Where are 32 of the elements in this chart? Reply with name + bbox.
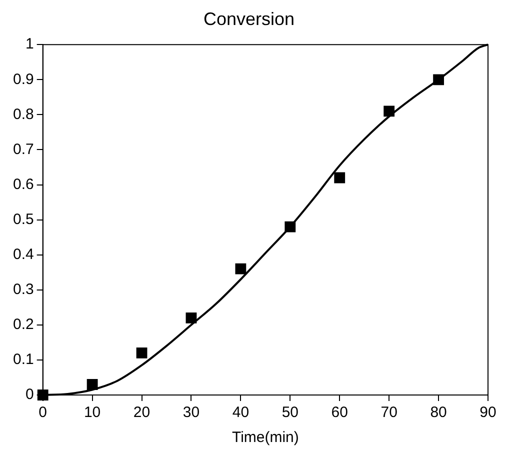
y-tick-label: 0.2 bbox=[12, 316, 34, 334]
y-tick-label: 0.5 bbox=[12, 210, 34, 228]
point bbox=[86, 379, 98, 390]
point bbox=[186, 312, 197, 324]
chart-title: Conversion bbox=[203, 8, 295, 29]
x-tick-label: 80 bbox=[430, 404, 447, 422]
y-tick-label: 0.3 bbox=[12, 281, 34, 298]
x-tick-label: 90 bbox=[480, 404, 496, 422]
x-tick-label: 50 bbox=[282, 404, 298, 422]
y-tick-label: 0.7 bbox=[12, 140, 34, 158]
point bbox=[235, 263, 246, 274]
x-tick-label: 40 bbox=[232, 404, 250, 422]
x-tick-label: 10 bbox=[84, 404, 101, 422]
point bbox=[384, 106, 395, 117]
x-axis-title: Time(min) bbox=[232, 429, 299, 446]
point bbox=[334, 172, 346, 184]
y-tick-label: 0.1 bbox=[12, 351, 34, 368]
x-tick-label: 60 bbox=[331, 404, 348, 422]
x-tick-label: 70 bbox=[380, 404, 398, 422]
point bbox=[284, 221, 296, 232]
y-tick-label: 0.9 bbox=[12, 70, 34, 88]
point bbox=[136, 348, 148, 358]
x-tick-label: 30 bbox=[182, 404, 200, 422]
y-tick-label: 0 bbox=[26, 386, 34, 404]
y-tick-label: 1 bbox=[26, 36, 34, 53]
point bbox=[433, 74, 444, 86]
y-tick-label: 0.4 bbox=[12, 246, 34, 263]
point bbox=[37, 390, 48, 400]
x-tick-label: 20 bbox=[133, 404, 150, 422]
x-tick-label: 0 bbox=[38, 404, 48, 422]
y-tick-label: 0.8 bbox=[12, 106, 34, 123]
y-tick-label: 0.6 bbox=[12, 176, 34, 193]
